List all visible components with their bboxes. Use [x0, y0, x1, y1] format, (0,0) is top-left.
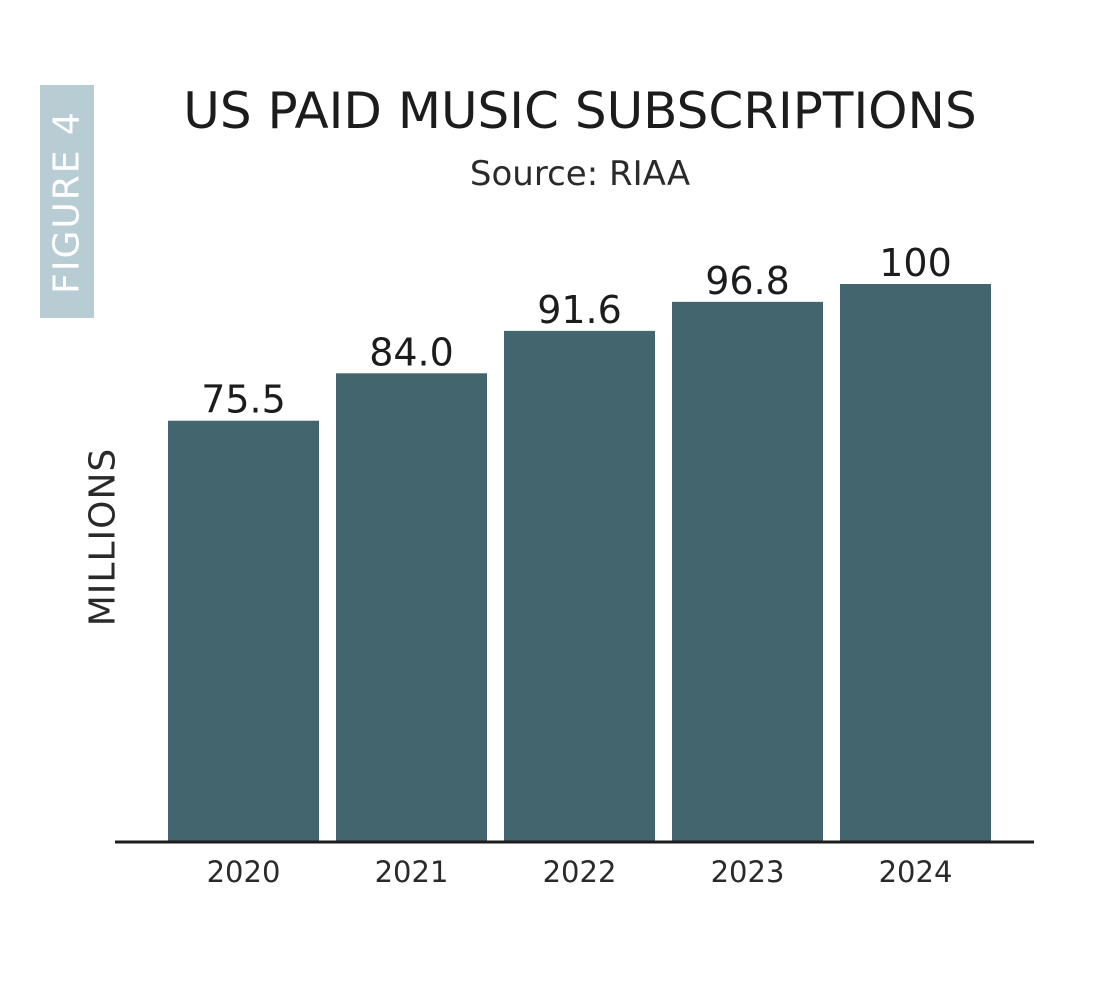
data-label-2024: 100 — [879, 241, 952, 285]
x-tick-2022: 2022 — [543, 855, 617, 889]
bar-2022 — [504, 330, 655, 842]
figure-tag: FIGURE 4 — [40, 85, 94, 318]
data-label-2021: 84.0 — [369, 330, 454, 374]
data-label-2022: 91.6 — [537, 288, 622, 332]
x-tick-2024: 2024 — [879, 855, 953, 889]
data-label-2020: 75.5 — [201, 378, 286, 422]
x-tick-2021: 2021 — [375, 855, 449, 889]
x-tick-labels: 2020 2021 2022 2023 2024 — [207, 855, 953, 889]
x-tick-2023: 2023 — [711, 855, 785, 889]
bar-2023 — [672, 301, 823, 843]
chart-subtitle: Source: RIAA — [469, 154, 691, 194]
chart-title: US PAID MUSIC SUBSCRIPTIONS — [183, 82, 977, 140]
bar-2020 — [168, 420, 319, 842]
value-labels-group: 75.5 84.0 91.6 96.8 100 — [201, 241, 952, 422]
bars-group — [168, 284, 991, 843]
data-label-2023: 96.8 — [705, 259, 790, 303]
bar-2024 — [840, 284, 991, 842]
bar-2021 — [336, 373, 487, 842]
x-tick-2020: 2020 — [207, 855, 281, 889]
